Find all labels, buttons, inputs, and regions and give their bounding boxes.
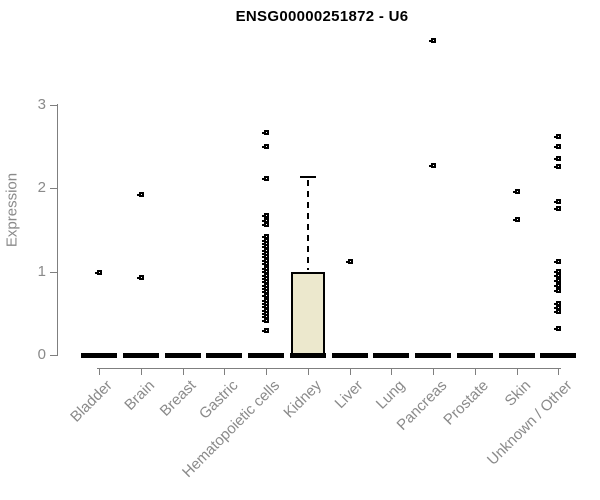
chart-title: ENSG00000251872 - U6 bbox=[235, 8, 409, 25]
data-point bbox=[554, 277, 562, 283]
x-category-label: Prostate bbox=[440, 377, 492, 429]
y-axis-line bbox=[57, 104, 58, 356]
y-tick bbox=[50, 355, 57, 356]
zero-median-bar bbox=[164, 352, 201, 358]
data-point bbox=[429, 38, 437, 44]
data-point bbox=[554, 287, 562, 293]
x-tick bbox=[474, 369, 476, 375]
data-point bbox=[554, 205, 562, 211]
y-tick-label: 2 bbox=[37, 179, 46, 197]
x-category-label: Kidney bbox=[280, 377, 325, 422]
zero-median-bar bbox=[456, 352, 493, 358]
data-point bbox=[512, 216, 520, 222]
data-point bbox=[95, 270, 102, 275]
y-tick-label: 3 bbox=[37, 96, 46, 113]
data-point bbox=[262, 217, 270, 223]
data-point bbox=[554, 155, 562, 161]
data-point bbox=[262, 221, 270, 227]
x-tick bbox=[266, 369, 268, 375]
x-category-label: Skin bbox=[501, 377, 534, 410]
data-point bbox=[554, 305, 562, 310]
data-point bbox=[554, 273, 562, 279]
x-tick bbox=[391, 369, 393, 375]
x-tick bbox=[516, 369, 518, 375]
y-tick bbox=[50, 188, 57, 190]
x-category-label: Lung bbox=[372, 377, 409, 413]
x-category-label: Bladder bbox=[67, 377, 117, 426]
data-point bbox=[136, 275, 144, 280]
x-tick bbox=[224, 369, 226, 375]
zero-median-bar bbox=[206, 352, 243, 358]
zero-median-bar bbox=[540, 352, 577, 358]
zero-median-bar bbox=[331, 352, 368, 358]
data-point bbox=[554, 325, 562, 331]
data-point bbox=[262, 130, 270, 135]
data-point bbox=[262, 260, 270, 266]
zero-median-bar bbox=[373, 352, 410, 358]
x-category-label: Breast bbox=[156, 377, 200, 420]
x-tick bbox=[349, 369, 351, 375]
data-point bbox=[262, 317, 270, 323]
data-point bbox=[262, 327, 270, 333]
box bbox=[290, 271, 325, 358]
data-point bbox=[554, 309, 562, 315]
x-tick bbox=[182, 369, 184, 375]
zero-median-bar bbox=[498, 352, 535, 358]
data-point bbox=[554, 282, 562, 288]
data-point bbox=[345, 259, 353, 265]
data-point bbox=[262, 292, 270, 298]
x-axis-line bbox=[97, 368, 562, 369]
data-point bbox=[554, 164, 562, 170]
x-tick bbox=[433, 369, 435, 375]
x-category-label: Brain bbox=[121, 377, 158, 414]
y-tick bbox=[50, 105, 57, 106]
zero-median-bar bbox=[289, 352, 326, 358]
x-tick bbox=[307, 369, 309, 375]
data-point bbox=[554, 134, 562, 140]
zero-median-bar bbox=[81, 352, 117, 358]
data-point bbox=[512, 189, 520, 195]
data-point bbox=[554, 199, 562, 205]
whisker bbox=[306, 179, 309, 270]
data-point bbox=[554, 269, 562, 275]
x-tick bbox=[558, 369, 560, 375]
x-category-label: Liver bbox=[331, 377, 367, 413]
data-point bbox=[136, 191, 144, 197]
y-tick-label: 0 bbox=[37, 346, 46, 363]
whisker-cap bbox=[299, 175, 316, 178]
zero-median-bar bbox=[415, 352, 452, 358]
data-point bbox=[262, 213, 270, 219]
data-point bbox=[262, 144, 270, 150]
x-tick bbox=[99, 369, 100, 375]
data-point bbox=[554, 259, 562, 265]
y-tick bbox=[50, 271, 57, 273]
y-tick-label: 1 bbox=[37, 262, 46, 280]
data-point bbox=[262, 175, 270, 181]
zero-median-bar bbox=[122, 352, 159, 358]
data-point bbox=[554, 144, 562, 150]
zero-median-bar bbox=[248, 352, 285, 358]
data-point bbox=[429, 163, 437, 169]
data-point bbox=[554, 300, 562, 306]
x-tick bbox=[140, 369, 142, 375]
